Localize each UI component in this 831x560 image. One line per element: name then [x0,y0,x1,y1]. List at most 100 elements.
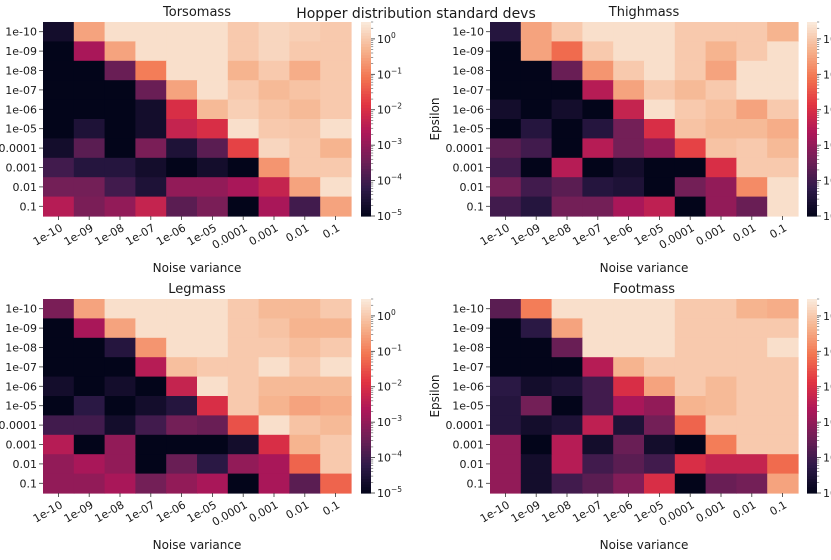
colorbar-segment [807,71,817,76]
heatmap-cell [736,376,768,397]
colorbar-segment [807,337,817,342]
colorbar-segment [361,326,371,331]
colorbar-segment [807,304,817,308]
heatmap-cell [227,318,260,339]
heatmap-cell [73,318,106,339]
colorbar-segment [807,96,817,101]
heatmap-cell [613,22,645,42]
colorbar-segment [361,41,371,45]
heatmap-cell [582,138,614,159]
heatmap-cell [490,299,522,319]
heatmap-cell [767,473,799,494]
colorbar-segment [807,484,817,489]
colorbar-segment [807,462,817,466]
heatmap-cell [197,119,229,139]
heatmap-cell [644,415,676,436]
heatmap-cell [767,41,799,62]
heatmap-cell [705,138,737,159]
y-tick-label: 1e-07 [452,84,484,97]
y-tick-label: 1e-07 [5,361,37,374]
heatmap-cell [104,177,136,198]
colorbar-segment [361,188,371,192]
heatmap-cell [289,60,321,81]
colorbar-segment [807,354,817,358]
heatmap-cell [767,157,799,178]
heatmap-cell [520,396,553,416]
heatmap-cell [613,299,645,319]
heatmap-cell [551,318,583,339]
colorbar-segment [361,299,371,303]
heatmap-cell [320,177,352,198]
heatmap-cell [258,376,290,397]
heatmap-cell [104,119,136,139]
colorbar-segment [361,99,371,103]
colorbar-segment [361,94,371,98]
heatmap-cell [490,434,522,455]
colorbar-segment [807,168,817,173]
colorbar-tick-exponent: −1 [391,343,402,352]
heatmap-cell [197,157,229,178]
heatmap-cell [289,22,321,42]
heatmap-cell [644,299,676,319]
colorbar-segment [361,157,371,162]
colorbar-segment [807,346,817,350]
colorbar-segment [807,107,817,112]
colorbar-segment [361,132,371,137]
heatmap-cell [490,138,522,159]
heatmap-cell [166,157,198,178]
colorbar-segment [361,207,371,212]
colorbar-segment [807,318,817,322]
colorbar-tick-exponent: −4 [391,173,402,182]
y-tick-label: 0.001 [453,162,485,175]
heatmap-cell [104,434,136,455]
colorbar-segment [807,69,817,73]
heatmap-cell [582,396,614,416]
heatmap-cell [490,41,522,62]
colorbar-segment [361,77,371,81]
colorbar-segment [361,52,371,56]
heatmap-cell [227,99,260,120]
heatmap-cell [736,473,768,494]
colorbar-segment [807,66,817,70]
colorbar-segment [361,368,371,372]
y-tick-label: 1e-05 [452,400,484,413]
heatmap-cell [166,41,198,62]
heatmap-cell [73,80,106,101]
heatmap-cell [289,299,321,319]
colorbar-segment [807,91,817,95]
heatmap-cell [613,434,645,455]
heatmap-cell [258,318,290,339]
panel-title: Legmass [168,282,226,297]
colorbar-tick-label: 10−1 [823,343,831,358]
heatmap-cell [320,99,352,120]
heatmap-cell [644,177,676,198]
x-tick-label: 1e-06 [154,498,188,525]
heatmap-cell [705,119,737,139]
heatmap-cell [43,80,75,101]
heatmap-cell [258,434,290,455]
heatmap-cell [520,138,553,159]
colorbar-tick-label: 10−2 [377,102,402,117]
heatmap-cell [320,80,352,101]
heatmap-cell [705,473,737,494]
colorbar-segment [361,418,371,422]
colorbar-tick-label: 10−1 [377,66,402,81]
x-tick-label: 0.0001 [657,498,697,529]
colorbar-tick-label: 10−5 [823,208,831,223]
colorbar-tick-label: 100 [823,308,831,323]
heatmap-cell [674,318,707,339]
heatmap-cell [551,99,583,120]
heatmap-cell [258,396,290,416]
x-tick-label: 0.01 [731,221,759,245]
heatmap-cell [644,473,676,494]
heatmap-cell [520,99,553,120]
heatmap-cell [104,99,136,120]
heatmap-cell [43,99,75,120]
heatmap-cell [674,22,707,42]
heatmap-cell [166,177,198,198]
colorbar-segment [807,343,817,347]
colorbar-segment [807,185,817,189]
heatmap-cell [490,454,522,475]
heatmap-cell [73,60,106,81]
colorbar-segment [807,373,817,378]
